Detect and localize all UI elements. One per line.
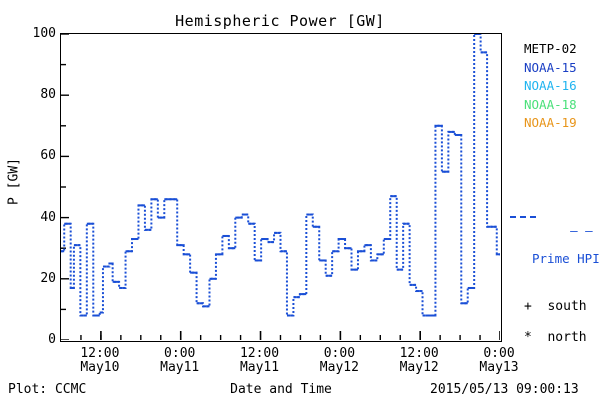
x-tick-time: 0:00	[483, 346, 515, 361]
legend-label-south: south	[547, 299, 587, 314]
x-tick-date: May10	[80, 360, 120, 375]
x-tick-time: 12:00	[399, 346, 439, 361]
legend-item-noaa-19: NOAA-19	[524, 115, 577, 130]
legend-item-metp-02: METP-02	[524, 41, 577, 56]
x-axis-ticks: 12:00 May10 0:00 May11 12:00 May11 0:00 May12 12…	[0, 347, 600, 381]
x-tick-time: 0:00	[164, 346, 196, 361]
y-tick-label: 80	[40, 87, 56, 103]
x-tick-label: 0:00 May12	[294, 347, 384, 375]
plot-timestamp: 2015/05/13 09:00:13	[430, 382, 579, 397]
y-tick-label: 100	[32, 26, 56, 41]
y-axis-ticks: 0 20 40 60 80 100	[0, 0, 56, 400]
ovation-legend: — — Ovation Prime HPI	[532, 210, 600, 294]
y-tick-label: 40	[40, 209, 56, 225]
x-tick-time: 12:00	[80, 346, 120, 361]
y-tick-label: 60	[40, 148, 56, 164]
legend-item-noaa-15: NOAA-15	[524, 59, 577, 75]
legend-marker-north: * north	[524, 330, 587, 345]
x-tick-label: 12:00 May11	[215, 347, 305, 375]
x-tick-date: May11	[239, 360, 280, 375]
ovation-legend-line1: — — Ovation	[570, 223, 593, 238]
x-tick-time: 0:00	[323, 346, 356, 361]
legend-symbol-north: *	[524, 330, 548, 345]
x-tick-date: May12	[399, 360, 439, 375]
legend-item-noaa-16: NOAA-16	[524, 78, 577, 93]
legend-item-noaa-18: NOAA-18	[524, 96, 577, 112]
x-tick-label: 0:00 May11	[135, 347, 225, 375]
ovation-legend-line2: Prime HPI	[532, 251, 600, 266]
plot-area	[60, 33, 502, 342]
x-tick-label: 12:00 May10	[55, 347, 145, 375]
x-tick-date: May12	[319, 360, 359, 375]
legend-marker-south: + south	[524, 299, 587, 314]
series-line-ovation-prime-hpi	[61, 34, 500, 317]
page-title: Hemispheric Power [GW]	[175, 12, 385, 30]
x-tick-label: 12:00 May12	[374, 347, 464, 375]
x-tick-date: May11	[160, 360, 200, 375]
plot-canvas	[61, 34, 500, 340]
x-tick-time: 12:00	[239, 346, 280, 361]
y-tick-label: 20	[40, 270, 56, 286]
ovation-line-sample-icon	[510, 216, 536, 218]
y-tick-label: 0	[48, 332, 56, 347]
plot-credit: Plot: CCMC	[8, 382, 87, 397]
satellite-legend: METP-02 NOAA-15 NOAA-16 NOAA-18 NOAA-19	[524, 40, 577, 133]
axis-tick-marks	[61, 34, 500, 340]
x-tick-label: 0:00 May13	[454, 347, 544, 375]
legend-symbol-south: +	[524, 299, 548, 314]
x-axis-title: Date and Time	[230, 382, 332, 397]
x-tick-date: May13	[479, 360, 519, 375]
legend-label-north: north	[547, 330, 587, 345]
